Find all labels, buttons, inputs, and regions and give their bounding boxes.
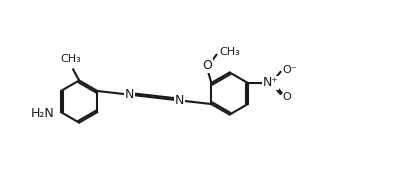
Text: N: N xyxy=(125,88,134,101)
Text: N⁺: N⁺ xyxy=(262,76,279,89)
Text: O⁻: O⁻ xyxy=(282,65,297,75)
Text: O: O xyxy=(282,92,291,102)
Text: N: N xyxy=(175,94,184,107)
Text: H₂N: H₂N xyxy=(31,107,55,120)
Text: CH₃: CH₃ xyxy=(219,47,240,57)
Text: CH₃: CH₃ xyxy=(61,54,82,64)
Text: O: O xyxy=(203,59,212,72)
